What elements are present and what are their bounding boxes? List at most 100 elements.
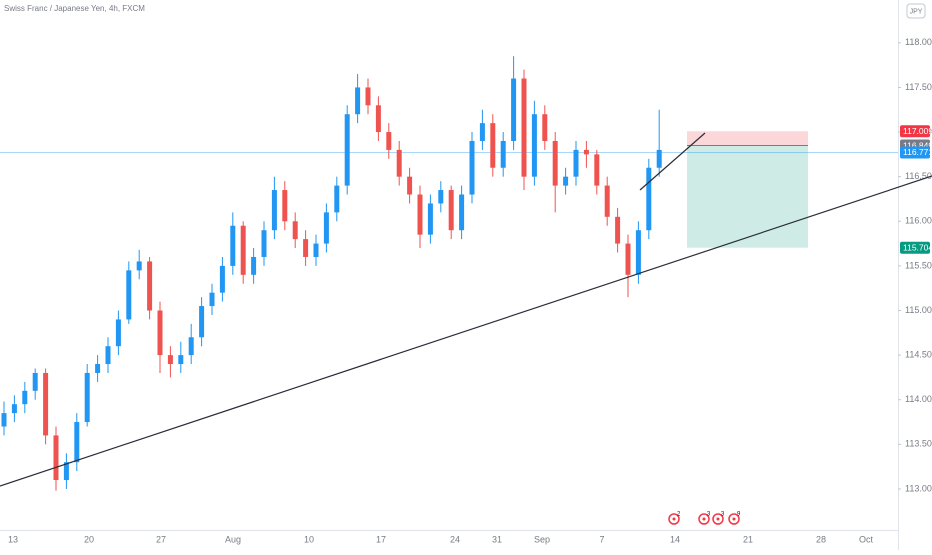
x-tick-label: 17	[376, 534, 386, 544]
y-tick-label: 114.500	[905, 349, 932, 359]
candle-body	[625, 243, 631, 275]
stop-zone	[687, 131, 808, 146]
candle-body	[594, 154, 600, 186]
candle-body	[11, 404, 17, 414]
candle-body	[573, 149, 579, 177]
candle-body	[167, 355, 173, 365]
y-tick-label: 114.000	[905, 394, 932, 404]
candle-body	[396, 149, 402, 177]
y-tick-label: 116.000	[905, 216, 932, 226]
x-tick-label: 24	[450, 534, 460, 544]
candle-body	[313, 243, 319, 257]
x-tick-label: Aug	[225, 534, 241, 544]
x-tick-label: 7	[599, 534, 604, 544]
candle-body	[209, 292, 215, 307]
candle-body	[105, 346, 111, 365]
candle-body	[355, 87, 361, 115]
candle-body	[635, 230, 641, 275]
candle-body	[1, 413, 7, 427]
target-zone	[687, 145, 808, 248]
candle-body	[542, 114, 548, 141]
y-tick-label: 117.500	[905, 82, 932, 92]
x-tick-label: 20	[84, 534, 94, 544]
candle-body	[615, 216, 621, 244]
candle-body	[303, 239, 309, 257]
x-tick-label: 28	[816, 534, 826, 544]
candle-body	[147, 261, 153, 311]
candle-body	[199, 306, 205, 338]
x-tick-label: Oct	[859, 534, 874, 544]
candle-body	[251, 256, 257, 275]
y-tick-label: 118.000	[905, 37, 932, 47]
plot: 118.000117.500117.000116.500116.000115.5…	[0, 37, 932, 544]
currency-label[interactable]: JPY	[910, 8, 923, 15]
event-dot	[732, 517, 736, 521]
candle-body	[334, 185, 340, 213]
price-badge-label: 117.009	[903, 126, 932, 136]
y-tick-label: 115.500	[905, 260, 932, 270]
y-tick-label: 115.000	[905, 305, 932, 315]
candle-body	[63, 462, 69, 481]
candle-body	[438, 190, 444, 204]
candle-body	[552, 140, 558, 186]
candle-body	[365, 87, 371, 106]
candle-body	[43, 372, 49, 436]
candle-body	[500, 140, 506, 168]
candle-body	[521, 78, 527, 177]
x-tick-label: 31	[492, 534, 502, 544]
candle-body	[531, 114, 537, 177]
candle-body	[282, 190, 288, 222]
candle-body	[604, 185, 610, 217]
candle-body	[479, 123, 485, 141]
candle-body	[219, 265, 225, 293]
candle-body	[53, 435, 59, 481]
candle-body	[74, 422, 80, 463]
candle-body	[230, 225, 236, 266]
candle-body	[646, 167, 652, 231]
candle-body	[386, 132, 392, 150]
trend-line[interactable]	[0, 175, 932, 487]
event-dot	[672, 517, 676, 521]
candle-body	[22, 390, 28, 405]
candle-body	[375, 105, 381, 133]
chart-title: Swiss Franc / Japanese Yen, 4h, FXCM	[4, 4, 145, 13]
event-dot	[702, 517, 706, 521]
x-tick-label: 27	[156, 534, 166, 544]
candle-body	[417, 194, 423, 235]
candle-body	[178, 355, 184, 365]
candle-body	[126, 270, 132, 320]
x-tick-label: Sep	[534, 534, 550, 544]
candle-body	[459, 194, 465, 231]
x-tick-label: 21	[743, 534, 753, 544]
price-badge-label: 116.771	[903, 147, 932, 157]
candle-body	[469, 140, 475, 195]
candle-body	[292, 221, 298, 240]
candle-body	[448, 190, 454, 231]
trend-line[interactable]	[639, 132, 706, 191]
y-tick-label: 113.000	[905, 483, 932, 493]
candle-body	[563, 176, 569, 186]
candle-body	[490, 123, 496, 168]
candle-body	[115, 319, 121, 347]
candle-body	[511, 78, 517, 141]
candle-body	[407, 176, 413, 195]
price-badge-label: 115.704	[903, 242, 932, 252]
candle-body	[95, 364, 101, 373]
event-dot	[716, 517, 720, 521]
price-badge	[900, 146, 930, 159]
candle-body	[427, 203, 433, 235]
candle-body	[157, 310, 163, 356]
price-badge	[900, 241, 930, 254]
candle-body	[583, 149, 589, 155]
event-label: 3	[707, 512, 711, 518]
candle-body	[240, 225, 246, 275]
candle-body	[188, 337, 194, 356]
currency-box[interactable]	[906, 3, 926, 19]
x-tick-label: 13	[8, 534, 18, 544]
y-tick-label: 116.500	[905, 171, 932, 181]
y-tick-label: 113.500	[905, 439, 932, 449]
price-badge-label: 116.849	[903, 140, 932, 150]
candle-body	[32, 372, 38, 391]
